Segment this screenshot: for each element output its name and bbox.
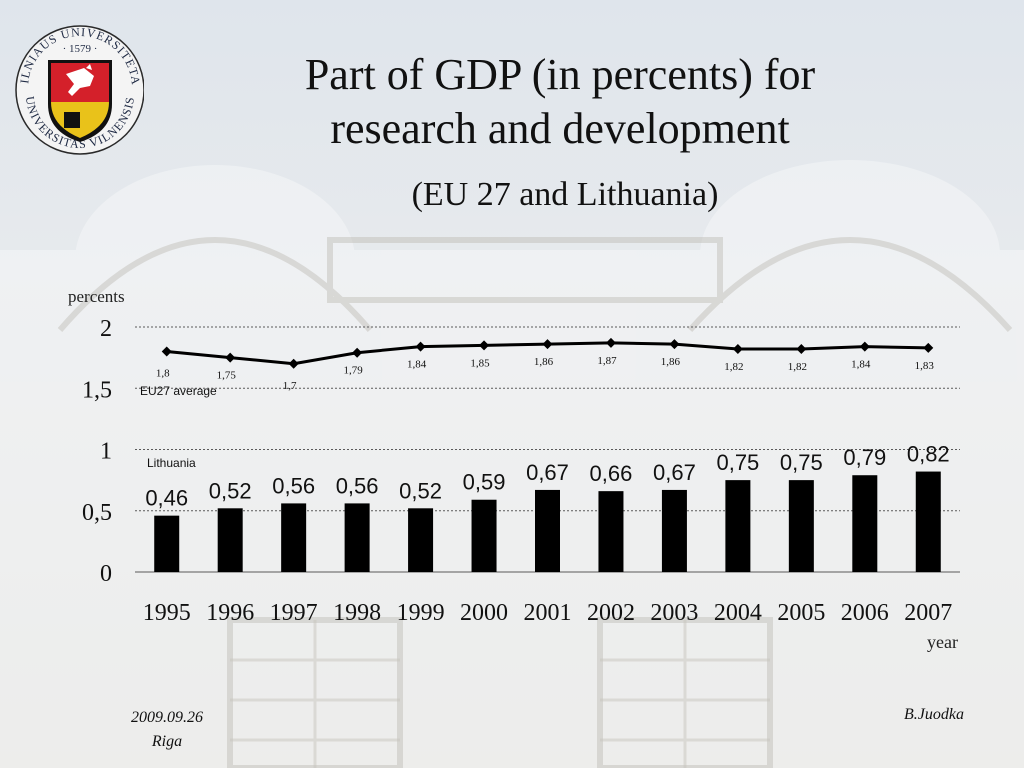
y-axis-label: percents: [68, 287, 125, 306]
eu27-value-label: 1,86: [661, 356, 681, 368]
bar: [788, 480, 814, 572]
bar: [852, 475, 878, 572]
bar: [725, 480, 751, 572]
bar: [408, 508, 434, 572]
y-tick-label: 0,5: [82, 500, 112, 526]
x-tick-label: 2003: [650, 600, 698, 626]
eu27-point: [288, 358, 299, 369]
bar: [281, 503, 307, 572]
bar-value-label: 0,56: [272, 473, 315, 498]
eu27-value-label: 1,87: [597, 355, 617, 367]
slide-subtitle: (EU 27 and Lithuania): [411, 176, 719, 213]
bar-value-label: 0,59: [463, 470, 506, 495]
university-seal-logo: VILNIAUS UNIVERSITETAS UNIVERSITAS VILNE…: [14, 14, 144, 155]
svg-text:· 1579 ·: · 1579 ·: [63, 43, 98, 55]
bar: [471, 499, 497, 572]
x-tick-label: 1999: [397, 600, 445, 626]
footer-date: 2009.09.26: [131, 709, 203, 726]
y-tick-label: 1: [100, 439, 112, 465]
bar: [217, 508, 243, 572]
eu27-value-label: 1,7: [283, 380, 297, 392]
bar: [344, 503, 370, 572]
eu27-value-label: 1,8: [156, 368, 170, 380]
eu27-value-label: 1,84: [407, 359, 427, 371]
title-line-2: research and development: [330, 104, 790, 153]
x-tick-label: 2005: [777, 600, 825, 626]
eu27-value-label: 1,84: [851, 359, 871, 371]
y-tick-label: 0: [100, 561, 112, 587]
bar-value-label: 0,67: [526, 460, 569, 485]
bar-value-label: 0,75: [780, 450, 823, 475]
footer-place: Riga: [151, 733, 183, 750]
bar-value-label: 0,46: [145, 486, 188, 511]
footer-author: B.Juodka: [904, 706, 964, 723]
x-tick-label: 2001: [524, 600, 572, 626]
x-tick-label: 1997: [270, 600, 318, 626]
x-tick-label: 2002: [587, 600, 635, 626]
bar: [154, 515, 180, 572]
eu27-point: [859, 341, 870, 352]
footer-date-place: 2009.09.26 Riga: [112, 706, 222, 754]
eu27-series-label: EU27 average: [140, 384, 217, 398]
eu27-point: [415, 341, 426, 352]
bar: [535, 489, 560, 572]
eu27-point: [669, 339, 680, 350]
x-tick-label: 2004: [714, 600, 762, 626]
x-tick-label: 2000: [460, 600, 508, 626]
bar: [915, 471, 941, 572]
eu27-value-label: 1,75: [217, 370, 237, 382]
eu27-point: [923, 342, 934, 353]
eu27-value-label: 1,85: [470, 357, 490, 369]
x-tick-label: 1995: [143, 600, 191, 626]
eu27-value-label: 1,79: [343, 365, 363, 377]
x-tick-label: 2007: [904, 600, 952, 626]
eu27-point: [352, 347, 363, 358]
eu27-point: [225, 352, 236, 363]
eu27-point: [605, 337, 616, 348]
eu27-point: [732, 344, 743, 355]
bar-value-label: 0,52: [399, 478, 442, 503]
eu27-value-label: 1,83: [915, 360, 935, 372]
eu27-value-label: 1,82: [788, 361, 807, 373]
bar: [661, 489, 687, 572]
bar-value-label: 0,56: [336, 473, 379, 498]
x-tick-label: 2006: [841, 600, 889, 626]
bar-value-label: 0,67: [653, 460, 696, 485]
eu27-point: [479, 340, 490, 351]
y-tick-label: 1,5: [82, 377, 112, 403]
eu27-point: [542, 339, 553, 350]
bar-value-label: 0,52: [209, 478, 252, 503]
bar-value-label: 0,66: [590, 461, 633, 486]
bar: [598, 491, 624, 572]
eu27-value-label: 1,82: [724, 361, 743, 373]
x-tick-label: 1998: [333, 600, 381, 626]
x-axis-label: year: [927, 632, 958, 652]
eu27-point: [161, 346, 172, 357]
x-tick-label: 1996: [206, 600, 254, 626]
title-line-1: Part of GDP (in percents) for: [304, 50, 816, 99]
eu27-point: [796, 344, 807, 355]
y-tick-label: 2: [100, 316, 112, 342]
bar-value-label: 0,75: [716, 450, 759, 475]
bar-value-label: 0,79: [843, 445, 886, 470]
eu27-value-label: 1,86: [534, 356, 554, 368]
bar-value-label: 0,82: [907, 442, 950, 467]
slide-title: Part of GDP (in percents) for research a…: [200, 48, 920, 156]
lithuania-series-label: Lithuania: [147, 456, 196, 470]
